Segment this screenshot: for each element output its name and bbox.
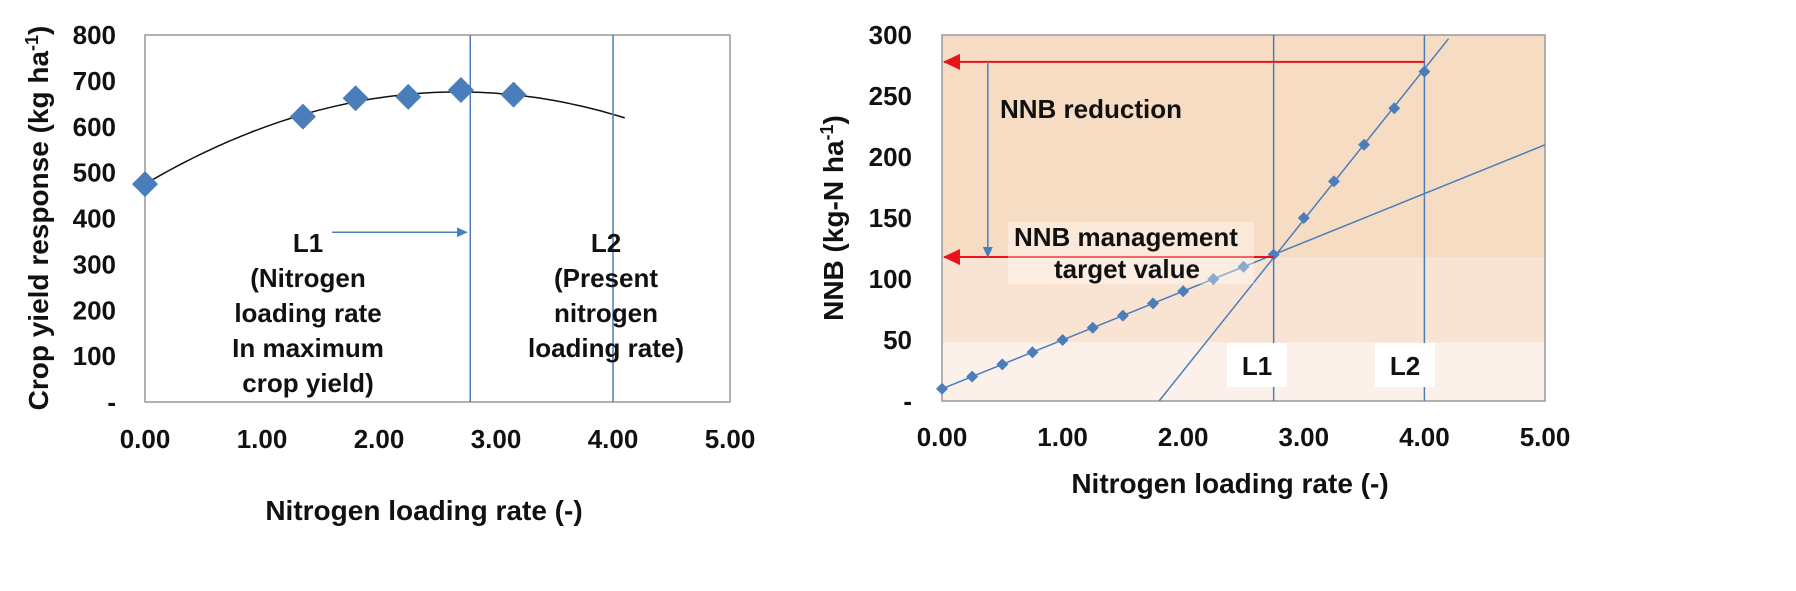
right-data-point — [1116, 309, 1129, 322]
right-data-point — [1327, 175, 1340, 188]
left-x-tick-label: 5.00 — [705, 424, 756, 454]
left-l1-label: L1 — [293, 228, 323, 258]
left-l1-label: crop yield) — [242, 368, 373, 398]
right-x-tick-label: 0.00 — [917, 422, 968, 452]
left-data-point — [395, 83, 422, 110]
right-x-tick-label: 3.00 — [1278, 422, 1329, 452]
left-data-point — [500, 81, 527, 108]
right-data-point — [1026, 346, 1039, 359]
right-l1-box — [1227, 343, 1287, 387]
left-x-tick-label: 2.00 — [354, 424, 405, 454]
left-l2-label: loading rate) — [528, 333, 684, 363]
left-y-tick-label: 500 — [73, 158, 116, 188]
right-data-point — [1418, 65, 1431, 78]
left-fit-curve — [144, 91, 625, 185]
right-data-point — [1237, 260, 1250, 273]
left-x-axis-label: Nitrogen loading rate (-) — [265, 495, 582, 526]
right-data-point — [1358, 138, 1371, 151]
left-y-tick-label: 400 — [73, 204, 116, 234]
left-y-tick-label: - — [107, 387, 116, 417]
left-y-tick-label: 300 — [73, 249, 116, 279]
left-points — [132, 77, 527, 198]
right-red-arrows — [943, 53, 1425, 266]
right-data-point — [1177, 285, 1190, 298]
left-l2-label: L2 — [591, 228, 621, 258]
right-band — [942, 35, 1545, 258]
right-target-label: NNB management — [1014, 222, 1238, 252]
right-chart: - 50 100 150 200 250 300 0.00 1.00 2.00 3.00 4.00 5… — [817, 20, 1570, 499]
right-plot-frame — [941, 34, 1546, 402]
left-y-axis-label: Crop yield response (kg ha-1) — [22, 26, 54, 411]
right-y-tick-label: - — [903, 386, 912, 416]
right-x-tick-label: 5.00 — [1520, 422, 1571, 452]
right-y-tick-label: 50 — [883, 325, 912, 355]
left-data-point — [447, 77, 474, 104]
right-reduction-label: NNB reduction — [1000, 94, 1182, 124]
right-data-point — [1207, 273, 1220, 285]
left-y-tick-label: 100 — [73, 341, 116, 371]
right-data-point — [966, 370, 979, 383]
left-l2-label: (Present — [554, 263, 658, 293]
left-l1-label: loading rate — [234, 298, 381, 328]
right-y-tick-label: 300 — [869, 20, 912, 50]
left-plot-frame — [144, 34, 731, 403]
right-x-tick-label: 4.00 — [1399, 422, 1450, 452]
left-x-tick-label: 1.00 — [237, 424, 288, 454]
right-l2-box — [1375, 343, 1435, 387]
left-x-ticks: 0.00 1.00 2.00 3.00 4.00 5.00 — [120, 424, 756, 454]
left-l1-label: In maximum — [232, 333, 384, 363]
left-x-tick-label: 4.00 — [588, 424, 639, 454]
left-data-point — [289, 103, 316, 130]
right-points — [936, 65, 1431, 395]
left-y-tick-label: 700 — [73, 66, 116, 96]
left-data-point — [132, 171, 158, 198]
right-l2-label: L2 — [1390, 351, 1420, 381]
right-y-ticks: - 50 100 150 200 250 300 — [869, 20, 912, 416]
right-y-tick-label: 150 — [869, 203, 912, 233]
left-l1-label: (Nitrogen — [250, 263, 366, 293]
right-x-ticks: 0.00 1.00 2.00 3.00 4.00 5.00 — [917, 422, 1571, 452]
left-x-tick-label: 3.00 — [471, 424, 522, 454]
left-data-point — [342, 85, 369, 112]
right-x-tick-label: 2.00 — [1158, 422, 1209, 452]
right-data-point — [1147, 297, 1160, 310]
right-data-point — [1297, 212, 1310, 224]
right-y-axis-label: NNB (kg-N ha-1) — [817, 115, 849, 321]
right-x-tick-label: 1.00 — [1037, 422, 1088, 452]
right-data-point — [1086, 321, 1099, 334]
right-data-point — [996, 358, 1009, 371]
right-data-point — [936, 382, 948, 395]
left-y-tick-label: 600 — [73, 112, 116, 142]
right-target-label: target value — [1054, 254, 1200, 284]
right-target-label-bg — [1008, 222, 1254, 284]
left-y-tick-label: 800 — [73, 20, 116, 50]
right-data-point — [1056, 334, 1069, 346]
right-y-tick-label: 200 — [869, 142, 912, 172]
left-x-tick-label: 0.00 — [120, 424, 171, 454]
right-y-tick-label: 100 — [869, 264, 912, 294]
right-x-axis-label: Nitrogen loading rate (-) — [1071, 468, 1388, 499]
right-l1-label: L1 — [1242, 351, 1272, 381]
right-data-point — [1388, 102, 1401, 115]
right-y-tick-label: 250 — [869, 81, 912, 111]
left-y-ticks: - 100 200 300 400 500 600 700 800 — [73, 20, 116, 417]
left-l2-label: nitrogen — [554, 298, 658, 328]
left-y-tick-label: 200 — [73, 295, 116, 325]
left-chart: - 100 200 300 400 500 600 700 800 0.00 1.00 2.00 3.… — [22, 20, 755, 526]
